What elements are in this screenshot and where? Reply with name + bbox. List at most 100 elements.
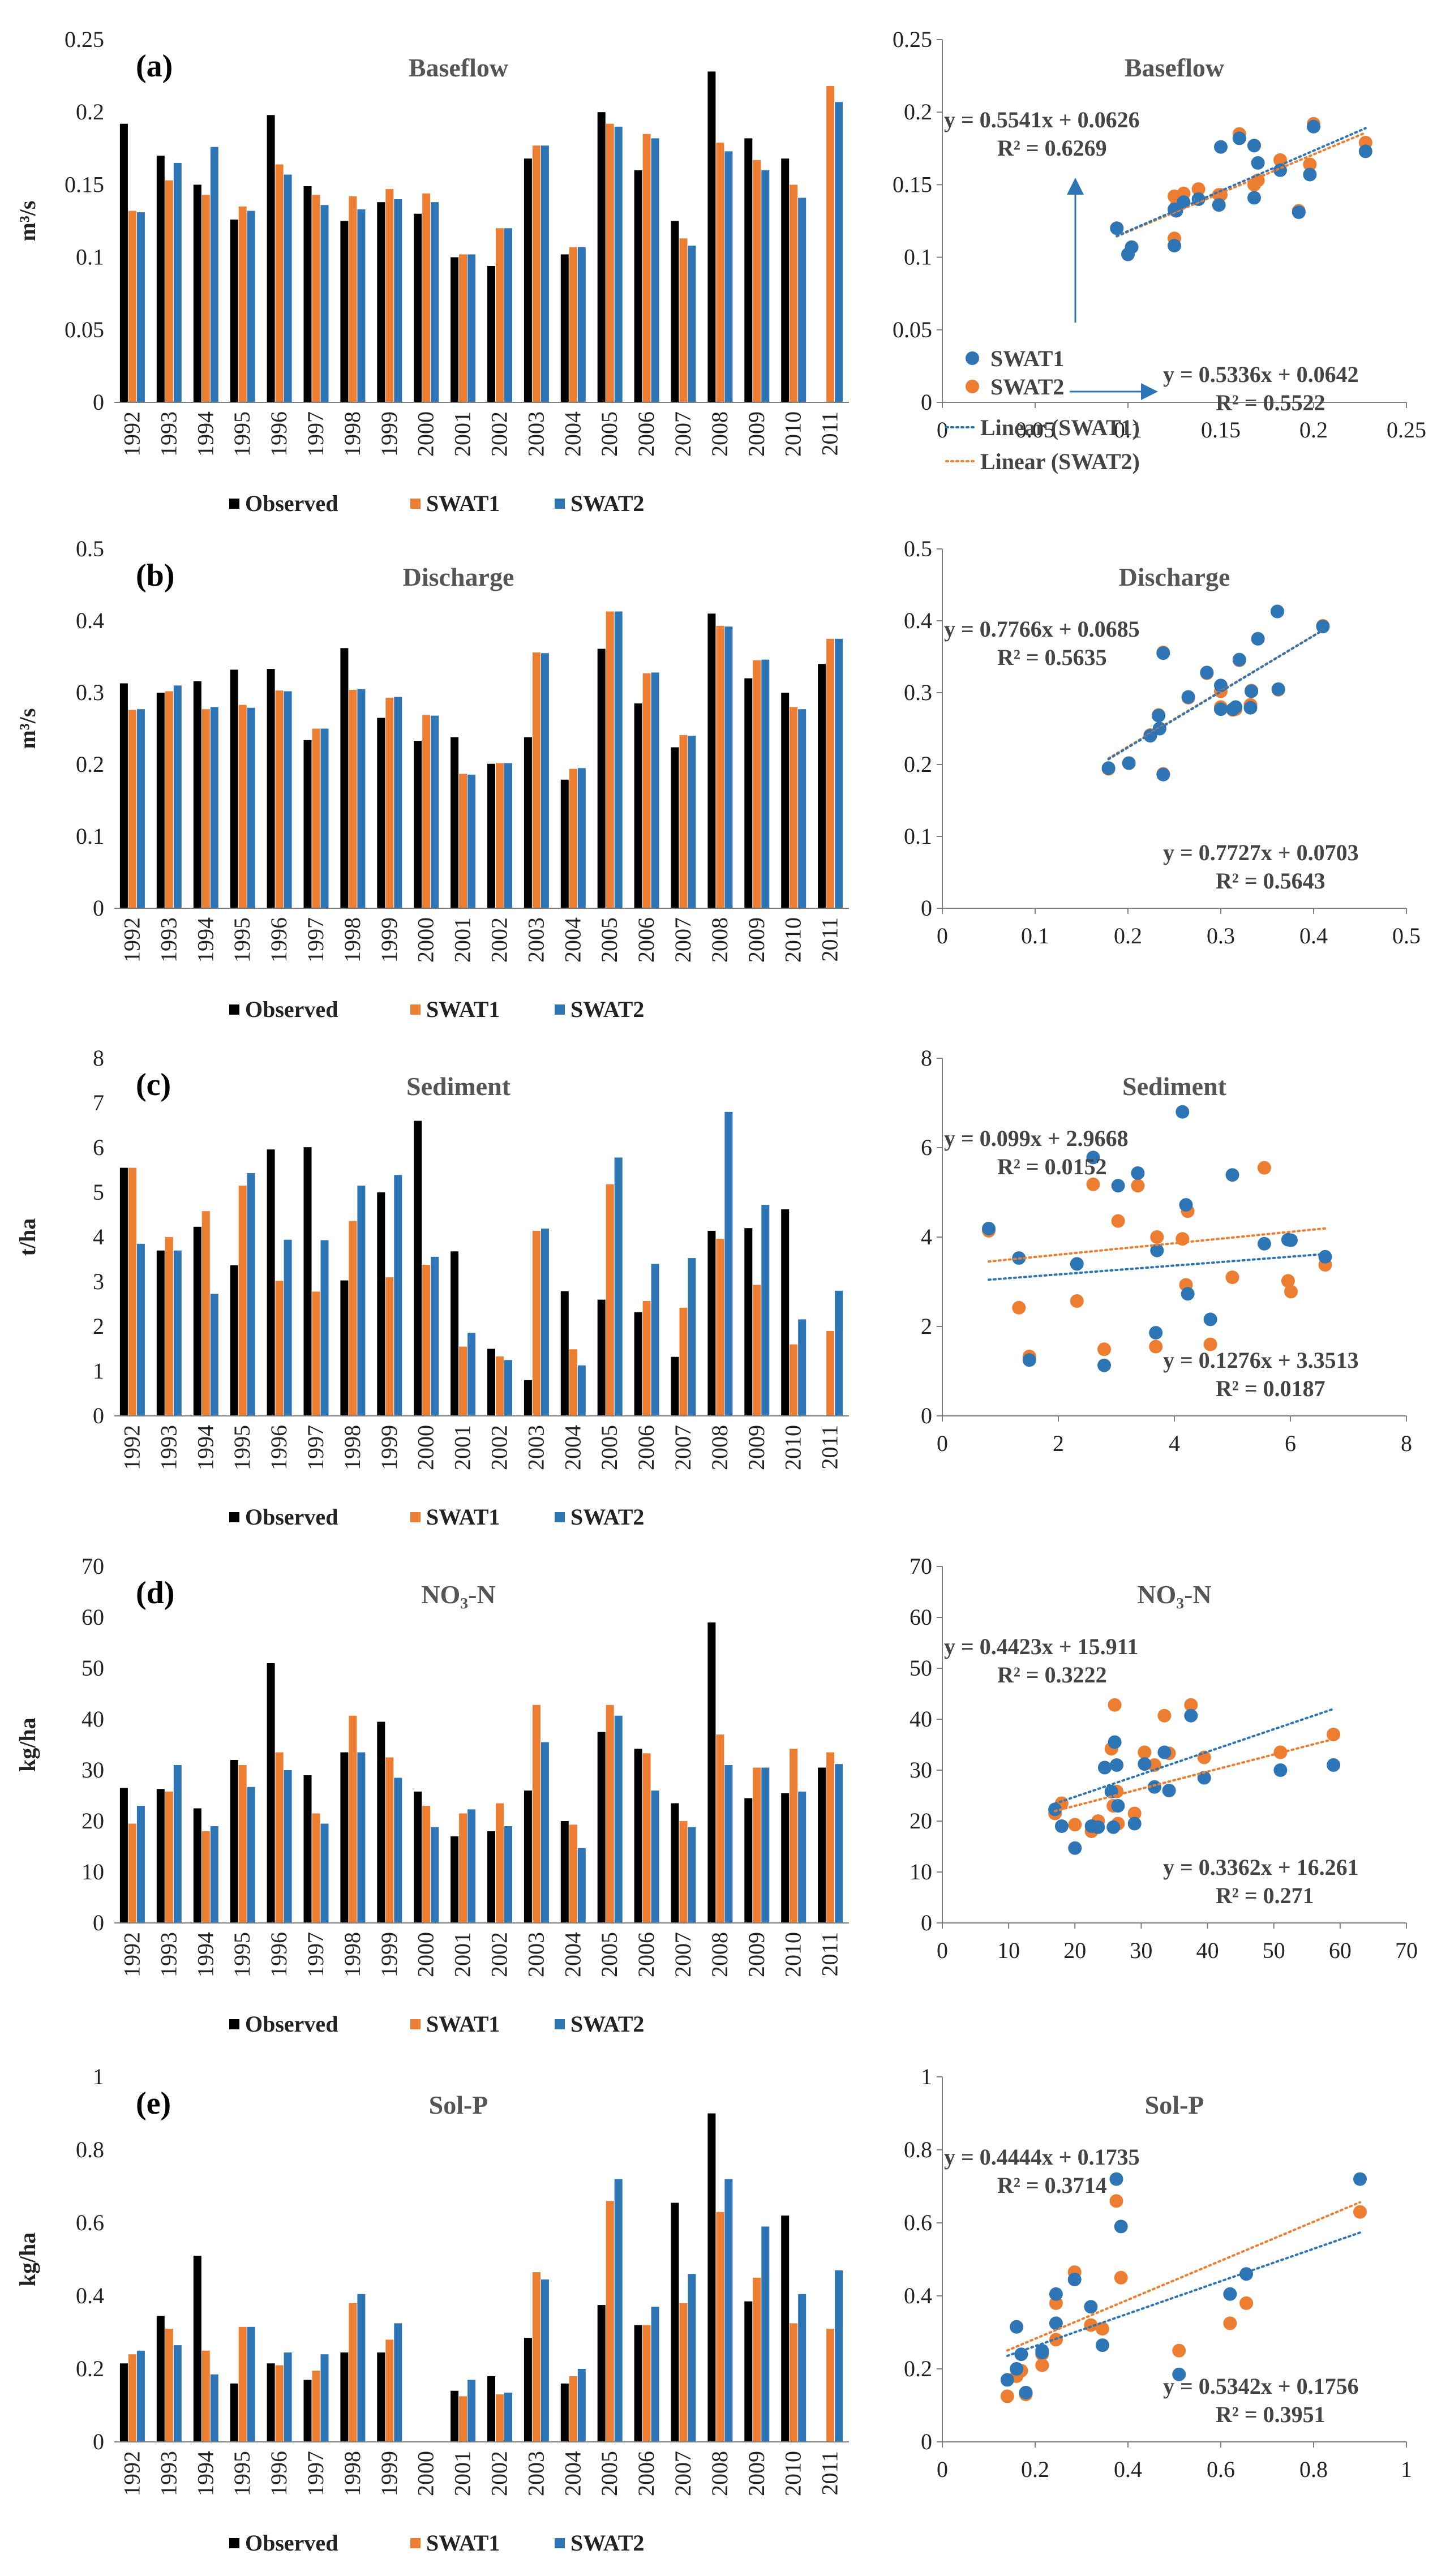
point-swat2 (1022, 1353, 1036, 1367)
x-tick-label: 0.05 (1015, 417, 1055, 443)
point-swat2 (1086, 1150, 1100, 1165)
y-tick-label: 0.8 (904, 2137, 932, 2162)
bar-swat1 (422, 1806, 431, 1923)
y-tick-label: 40 (910, 1706, 932, 1732)
bar-swat1 (496, 1803, 504, 1923)
bar-swat1 (496, 2394, 504, 2442)
scatter-chart-1: 0 0.05 0.1 0.15 0.2 0.25 0 0.05 0.1 0.15 0.2 0.25 Ba… (893, 27, 1426, 474)
bar-observed (671, 747, 679, 908)
bar-swat1 (275, 690, 284, 908)
x-tick-label: 0.2 (1021, 2457, 1049, 2482)
bar-observed (560, 779, 569, 908)
point-swat1 (1353, 2205, 1367, 2219)
point-swat2 (1239, 2267, 1254, 2281)
x-tick-label: 20 (1063, 1938, 1086, 1963)
category-label: 1998 (340, 917, 365, 963)
y-tick-label: 0.4 (904, 2283, 932, 2308)
bar-observed (303, 186, 312, 402)
bar-swat2 (614, 1157, 623, 1416)
legend-label-observed: Observed (245, 491, 338, 516)
point-swat1 (1095, 2322, 1109, 2336)
bar-observed (119, 123, 128, 402)
y-tick-label: 60 (81, 1604, 104, 1630)
y-tick-label: 0.5 (76, 536, 104, 561)
y-tick-label: 10 (910, 1859, 932, 1884)
bar-swat2 (688, 1258, 696, 1416)
point-swat2 (1245, 684, 1259, 698)
bar-swat1 (716, 625, 724, 908)
point-swat2 (1172, 2367, 1186, 2381)
bar-swat2 (798, 709, 806, 908)
bar-swat2 (284, 691, 292, 908)
point-swat2 (1125, 240, 1139, 254)
bar-swat1 (642, 2325, 651, 2442)
category-label: 2003 (523, 411, 548, 457)
bar-swat2 (504, 763, 512, 908)
category-label: 1994 (192, 1425, 218, 1470)
r-squared-upper: R² = 0.3222 (997, 1662, 1107, 1688)
y-tick-label: 0.15 (65, 171, 104, 197)
y-tick-label: 0.4 (904, 608, 932, 633)
bar-chart-2: 0 0.1 0.2 0.3 0.4 0.5 1992 1993 1994 1995 1996 1997… (15, 536, 849, 1022)
bar-swat2 (577, 1365, 586, 1416)
legend-label-linear1: Linear (SWAT1) (980, 415, 1140, 440)
y-tick-label: 0 (93, 389, 104, 415)
legend-label-observed: Observed (245, 2011, 338, 2037)
r-squared-lower: R² = 0.0187 (1216, 1376, 1325, 1401)
r-squared-lower: R² = 0.3951 (1216, 2402, 1325, 2427)
bar-swat2 (577, 2369, 586, 2442)
category-label: 2000 (413, 2451, 439, 2496)
point-swat1 (1012, 1300, 1026, 1315)
category-label: 2005 (597, 411, 622, 457)
bar-swat2 (724, 626, 733, 908)
category-label: 2004 (560, 2451, 585, 2496)
bar-swat1 (201, 709, 210, 908)
bar-swat2 (136, 2350, 145, 2442)
bar-swat1 (496, 1356, 504, 1416)
category-label: 2000 (413, 1425, 439, 1470)
y-tick-label: 0 (921, 2429, 932, 2454)
bar-swat2 (504, 1826, 512, 1923)
bar-observed (377, 718, 385, 908)
bar-swat2 (724, 1765, 733, 1923)
category-label: 2005 (597, 917, 622, 963)
bar-observed (671, 221, 679, 402)
y-tick-label: 0.25 (65, 27, 104, 52)
point-swat2 (1122, 756, 1136, 770)
point-swat1 (1303, 157, 1317, 171)
bar-swat2 (394, 697, 402, 908)
bar-swat2 (835, 638, 843, 909)
bar-swat2 (173, 1250, 182, 1416)
bar-swat1 (716, 1239, 724, 1416)
bar-observed (230, 1760, 238, 1923)
bar-swat1 (753, 1767, 761, 1923)
x-tick-label: 10 (997, 1938, 1020, 1963)
y-tick-label: 50 (910, 1655, 932, 1681)
legend-label-observed: Observed (245, 997, 338, 1022)
bar-swat2 (724, 2179, 733, 2442)
y-axis-label: t/ha (15, 1218, 40, 1256)
trendline-swat2 (1006, 2231, 1361, 2357)
point-swat2 (1327, 1758, 1341, 1772)
point-swat2 (1214, 702, 1228, 716)
x-tick-label: 60 (1329, 1938, 1352, 1963)
category-label: 2010 (780, 917, 806, 963)
point-swat2 (1111, 1799, 1125, 1813)
bar-swat1 (606, 1184, 614, 1416)
bar-swat2 (688, 2274, 696, 2442)
category-label: 1997 (303, 2451, 328, 2496)
y-tick-label: 0.25 (893, 27, 932, 52)
r-squared-lower: R² = 0.5643 (1216, 868, 1325, 894)
category-label: 2001 (450, 917, 475, 963)
point-swat1 (1150, 1230, 1164, 1244)
bar-observed (414, 741, 422, 908)
y-tick-label: 2 (921, 1313, 932, 1339)
bar-observed (119, 1167, 128, 1416)
bar-swat2 (540, 2279, 549, 2442)
bar-swat2 (504, 2392, 512, 2442)
point-swat2 (1232, 131, 1246, 145)
category-label: 2006 (633, 411, 659, 457)
r-squared-upper: R² = 0.0152 (997, 1154, 1107, 1179)
point-swat2 (1149, 1326, 1163, 1340)
category-label: 2005 (597, 2451, 622, 2496)
